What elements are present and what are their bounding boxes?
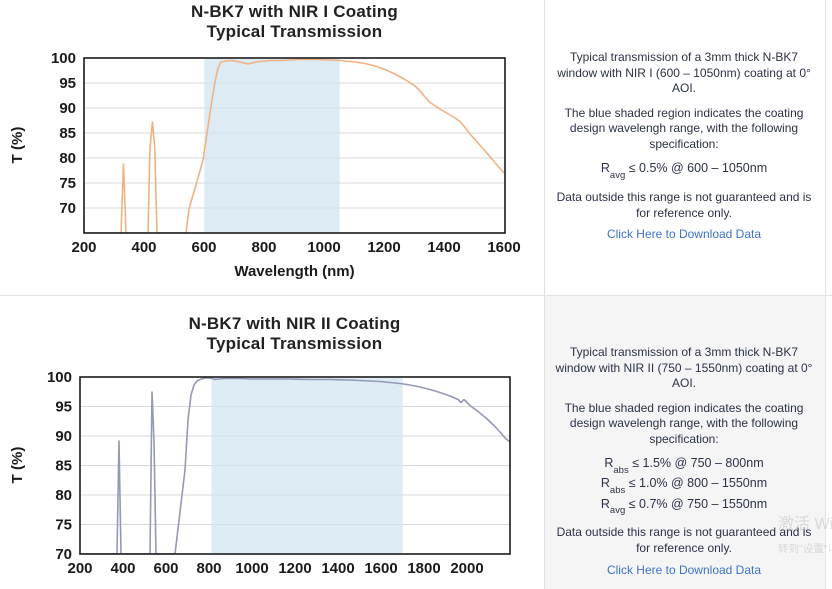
svg-text:2000: 2000: [450, 560, 483, 577]
svg-text:75: 75: [55, 517, 72, 534]
svg-text:1000: 1000: [235, 560, 268, 577]
svg-text:1200: 1200: [278, 560, 311, 577]
svg-text:600: 600: [153, 560, 178, 577]
svg-text:85: 85: [55, 458, 72, 475]
svg-text:100: 100: [47, 369, 72, 386]
svg-text:T (%): T (%): [9, 447, 26, 484]
svg-text:80: 80: [55, 487, 72, 504]
svg-text:800: 800: [196, 560, 221, 577]
svg-text:1600: 1600: [364, 560, 397, 577]
svg-text:1800: 1800: [407, 560, 440, 577]
svg-text:90: 90: [55, 428, 72, 445]
svg-text:400: 400: [110, 560, 135, 577]
svg-text:95: 95: [55, 399, 72, 416]
svg-text:1400: 1400: [321, 560, 354, 577]
svg-text:200: 200: [67, 560, 92, 577]
